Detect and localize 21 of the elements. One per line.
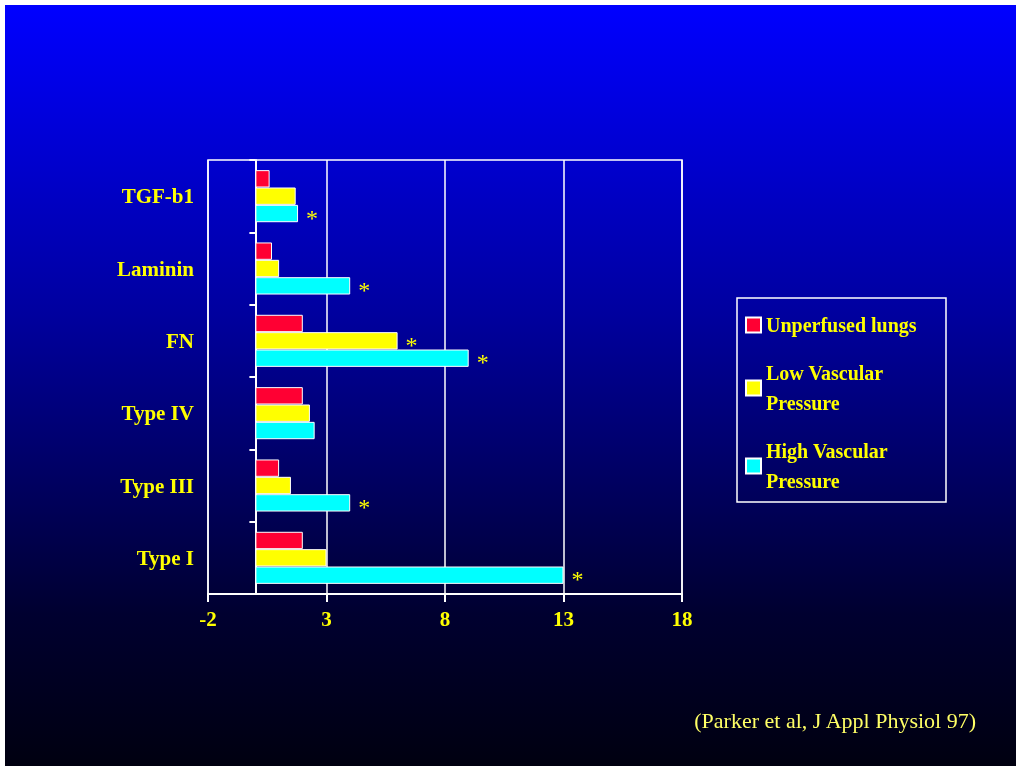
legend-label: Low Vascular Pressure [766, 362, 888, 414]
data-label: * [571, 566, 584, 593]
y-tick-label: Laminin [116, 256, 195, 281]
text: (Parker et al, J Appl Physiol 97) [694, 708, 976, 734]
x-tick-label: 8 [439, 606, 451, 631]
y-tick-label: Type III [120, 473, 194, 498]
x-tick-label: 18 [671, 606, 693, 631]
legend-label: Unperfused lungs [766, 314, 917, 337]
y-tick-label: FN [166, 328, 194, 353]
legend-label: High Vascular Pressure [766, 440, 893, 492]
y-tick-label: Type IV [121, 401, 194, 426]
x-tick-label: -2 [199, 606, 217, 631]
data-label: * [306, 204, 319, 231]
data-label: * [358, 276, 371, 303]
data-label: * [358, 493, 371, 520]
data-label: * [405, 331, 418, 358]
data-label: * [476, 349, 489, 376]
x-tick-label: 13 [553, 606, 574, 631]
y-tick-label: TGF-b1 [121, 184, 194, 209]
y-tick-label: Type I [136, 545, 194, 570]
x-tick-label: 3 [321, 606, 332, 631]
